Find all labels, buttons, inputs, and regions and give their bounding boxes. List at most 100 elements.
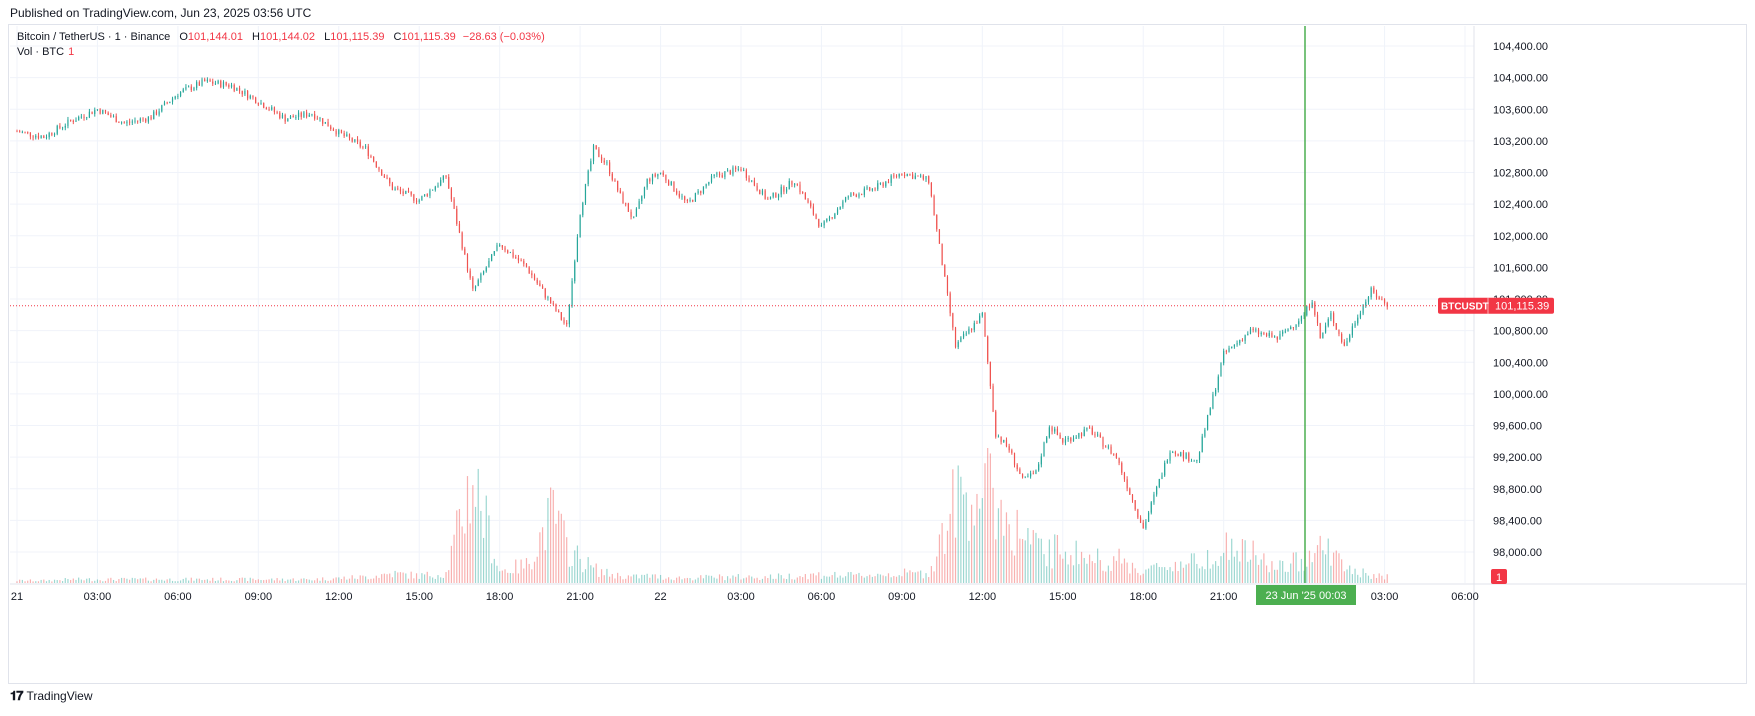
candle-body xyxy=(1032,473,1034,475)
candle-body xyxy=(552,303,554,305)
time-axis: 21 03:00 06:00 09:00 12:00 15:00 18:00 21:00 22 0… xyxy=(11,591,1479,603)
volume-bar xyxy=(836,577,839,583)
candle-body xyxy=(973,323,975,330)
volume-bar xyxy=(550,487,552,583)
volume-label[interactable]: Vol · BTC xyxy=(17,46,65,58)
candle-body xyxy=(946,276,949,294)
volume-bar xyxy=(686,577,688,583)
crosshair-time-text: 23 Jun '25 00:03 xyxy=(1265,590,1346,602)
candle-body xyxy=(61,127,64,129)
volume-bar xyxy=(740,579,742,583)
candle-body xyxy=(236,87,238,91)
price-axis: 104,400.00 104,000.00 103,600.00 103,200.00… xyxy=(1493,41,1548,559)
volume-bar xyxy=(399,572,402,583)
volume-bar xyxy=(783,578,785,583)
candle-body xyxy=(1011,450,1013,453)
footer-brand[interactable]: TradingView xyxy=(26,689,93,703)
candle-body xyxy=(625,203,627,205)
volume-bar xyxy=(694,579,697,583)
price-tick-label: 102,000.00 xyxy=(1493,231,1548,243)
time-tick-label: 06:00 xyxy=(808,591,836,603)
volume-bar xyxy=(1080,551,1083,583)
candle-body xyxy=(745,170,747,178)
candle-body xyxy=(799,184,801,193)
candle-body xyxy=(418,200,420,202)
volume-bar xyxy=(780,575,782,583)
candle-body xyxy=(1113,453,1115,455)
candle-body xyxy=(1228,348,1230,352)
volume-bar xyxy=(579,558,581,583)
volume-bar xyxy=(1220,556,1222,583)
volume-bar xyxy=(507,572,509,583)
candle-body xyxy=(1185,453,1187,459)
candle-body xyxy=(767,198,769,200)
candle-body xyxy=(94,110,96,114)
volume-bar xyxy=(834,571,836,583)
candle-body xyxy=(729,170,731,175)
volume-bar xyxy=(1284,571,1286,583)
candle-body xyxy=(131,121,133,123)
volume-bar xyxy=(654,574,656,583)
volume-bar xyxy=(115,581,117,583)
candle-body xyxy=(442,175,444,181)
volume-bar xyxy=(1225,532,1227,583)
candle-body xyxy=(1279,333,1281,340)
price-tick-label: 103,600.00 xyxy=(1493,104,1548,116)
candle-body xyxy=(582,202,584,216)
candle-body xyxy=(802,192,804,194)
volume-bar xyxy=(236,580,238,583)
volume-bar xyxy=(874,576,876,583)
tv-logo-icon[interactable]: 𝟏𝟕 xyxy=(10,688,24,703)
candle-body xyxy=(1225,350,1227,352)
volume-bar xyxy=(263,580,265,583)
volume-bar xyxy=(1142,573,1144,583)
candle-body xyxy=(807,199,809,203)
volume-bar xyxy=(1062,558,1064,583)
volume-bar xyxy=(415,573,418,583)
candle-body xyxy=(777,194,780,198)
candle-body xyxy=(1257,329,1260,335)
candle-body xyxy=(1102,437,1104,447)
volume-bar xyxy=(1212,564,1214,583)
candle-body xyxy=(1091,427,1093,435)
volume-bar xyxy=(1156,563,1158,583)
high-label: H xyxy=(252,31,260,43)
volume-bar xyxy=(563,520,565,583)
candle-body xyxy=(550,297,552,304)
candle-body xyxy=(367,146,369,156)
candle-body xyxy=(796,183,798,185)
candle-body xyxy=(72,120,74,122)
candle-body xyxy=(783,186,785,192)
candle-body xyxy=(1316,314,1319,324)
volume-bar xyxy=(185,577,187,583)
candle-body xyxy=(547,297,549,299)
volume-bar xyxy=(662,579,664,583)
candle-body xyxy=(1040,456,1042,465)
volume-bar xyxy=(761,578,764,583)
volume-bar xyxy=(906,572,908,583)
candle-body xyxy=(563,319,565,323)
volume-bar xyxy=(997,508,1000,583)
candle-body xyxy=(1110,446,1112,454)
volume-bar xyxy=(169,578,171,583)
candle-body xyxy=(1174,452,1176,454)
candle-body xyxy=(155,111,158,115)
candle-body xyxy=(635,208,638,217)
volume-bar xyxy=(198,578,200,583)
candle-body xyxy=(1147,512,1150,522)
candle-body xyxy=(882,183,884,187)
symbol-name[interactable]: Bitcoin / TetherUS · 1 · Binance xyxy=(17,31,171,43)
candle-body xyxy=(930,182,932,197)
volume-bar xyxy=(651,574,654,583)
volume-bar xyxy=(788,573,790,583)
candle-body xyxy=(319,118,321,120)
candle-body xyxy=(528,267,530,274)
volume-bar xyxy=(297,580,300,583)
candle-body xyxy=(531,273,533,276)
volume-bar xyxy=(1383,579,1386,583)
candle-body xyxy=(820,225,823,227)
volume-bar xyxy=(1365,572,1367,583)
volume-bar xyxy=(595,563,597,583)
volume-bar xyxy=(922,578,924,583)
